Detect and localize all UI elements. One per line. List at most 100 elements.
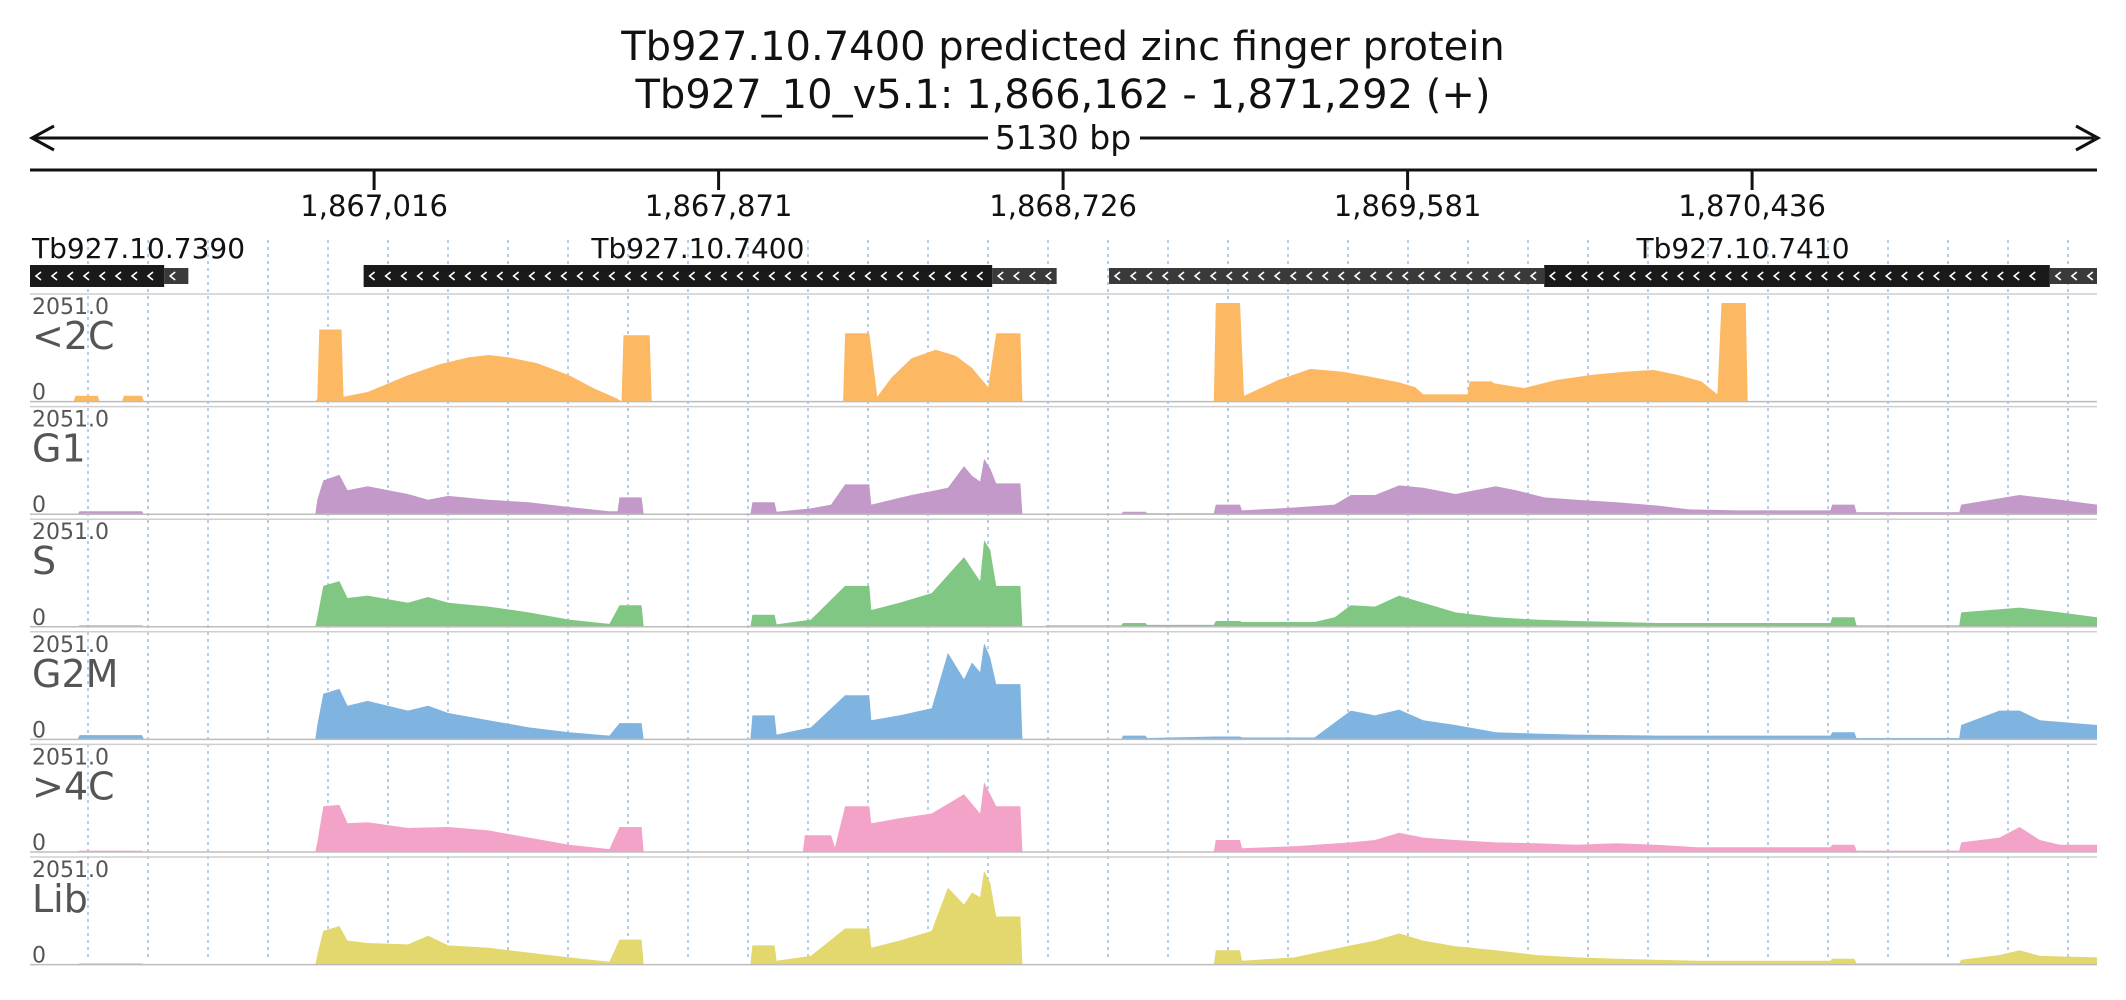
strand-chevron [1012,271,1020,281]
strand-chevron [1337,271,1345,281]
coverage-area [30,540,2097,627]
strand-chevron [1548,271,1556,281]
track-max-label: 2051.0 [32,295,109,320]
track-min-label: 0 [32,606,46,631]
strand-chevron [50,271,58,281]
strand-chevron [448,271,456,281]
strand-chevron [1044,271,1052,281]
strand-chevron [912,271,920,281]
strand-chevron [592,271,600,281]
strand-chevron [1644,271,1652,281]
strand-chevron [1820,271,1828,281]
coverage-area [30,870,2097,965]
strand-chevron [1273,271,1281,281]
track-max-label: 2051.0 [32,633,109,658]
strand-chevron [2054,271,2062,281]
gene-label: Tb927.10.7400 [590,232,804,265]
strand-chevron [1868,271,1876,281]
strand-chevron [2012,271,2020,281]
strand-chevron [464,271,472,281]
strand-chevron [1660,271,1668,281]
strand-chevron [1369,271,1377,281]
strand-chevron [1596,271,1604,281]
strand-chevron [1916,271,1924,281]
tick-label: 1,869,581 [1334,189,1482,223]
strand-chevron [1996,271,2004,281]
gene-bar [1544,265,2050,287]
strand-chevron [1177,271,1185,281]
strand-chevron [736,271,744,281]
strand-chevron [114,271,122,281]
strand-chevron [400,271,408,281]
strand-chevron [576,271,584,281]
strand-chevron [704,271,712,281]
gene-bar [30,265,165,287]
strand-chevron [800,271,808,281]
strand-chevron [2070,271,2078,281]
gene-Tb927-10-7410[interactable]: Tb927.10.7410 [1109,232,2097,287]
strand-chevron [720,271,728,281]
strand-chevron [768,271,776,281]
chart-title: Tb927.10.7400 predicted zinc finger prot… [620,24,1505,70]
strand-chevron [1289,271,1297,281]
strand-chevron [1612,271,1620,281]
strand-chevron [1465,271,1473,281]
strand-chevron [82,271,90,281]
coverage-area [30,458,2097,515]
coverage-area [30,643,2097,740]
gene-Tb927-10-7390[interactable]: Tb927.10.7390 [30,232,245,287]
strand-chevron [1113,271,1121,281]
strand-chevron [976,271,984,281]
strand-chevron [864,271,872,281]
gene-bar [2049,268,2097,284]
strand-chevron [1692,271,1700,281]
strand-chevron [928,271,936,281]
strand-chevron [168,271,176,281]
strand-chevron [384,271,392,281]
strand-chevron [1028,271,1036,281]
strand-chevron [544,271,552,281]
track-max-label: 2051.0 [32,520,109,545]
strand-chevron [528,271,536,281]
strand-chevron [1433,271,1441,281]
strand-chevron [1305,271,1313,281]
strand-chevron [1129,271,1137,281]
strand-chevron [34,271,42,281]
strand-chevron [880,271,888,281]
gene-bar [164,268,189,284]
strand-chevron [784,271,792,281]
strand-chevron [1193,271,1201,281]
strand-chevron [1900,271,1908,281]
track-name: G1 [32,427,86,471]
strand-chevron [1209,271,1217,281]
strand-chevron [960,271,968,281]
strand-chevron [1740,271,1748,281]
span-arrow-right [2075,124,2102,152]
track-name: Lib [32,877,88,921]
gene-Tb927-10-7400[interactable]: Tb927.10.7400 [363,232,1057,287]
track-1: 2051.0<2C 0 [30,293,2097,406]
strand-chevron [1580,271,1588,281]
strand-chevron [416,271,424,281]
strand-chevron [1884,271,1892,281]
strand-chevron [996,271,1004,281]
track-min-label: 0 [32,718,46,743]
strand-chevron [1161,271,1169,281]
tick-label: 1,867,016 [300,189,448,223]
strand-chevron [512,271,520,281]
strand-chevron [848,271,856,281]
strand-chevron [1257,271,1265,281]
tick-label: 1,867,871 [645,189,793,223]
strand-chevron [560,271,568,281]
strand-chevron [1804,271,1812,281]
span-label: 5130 bp [995,118,1131,157]
strand-chevron [2086,271,2094,281]
track-min-label: 0 [32,944,46,969]
strand-chevron [1676,271,1684,281]
track-name: >4C [32,764,115,808]
strand-chevron [1836,271,1844,281]
gene-bar [363,265,993,287]
